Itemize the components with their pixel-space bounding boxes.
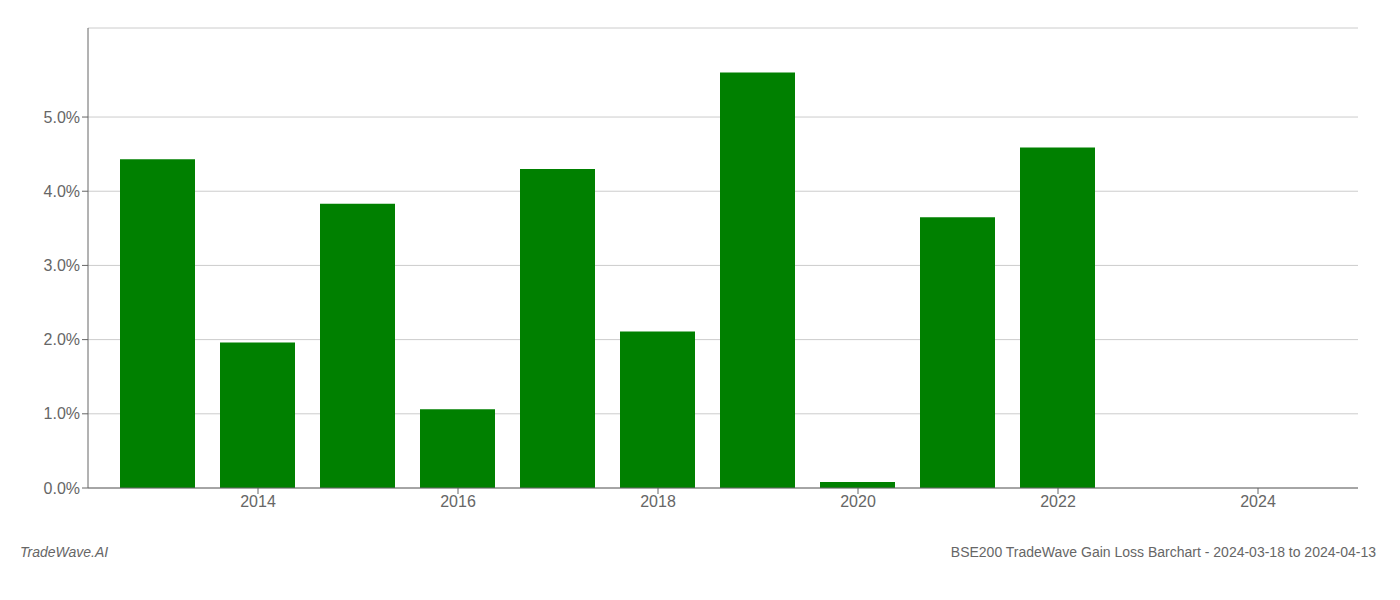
svg-text:2020: 2020 xyxy=(840,493,876,510)
html-text:TradeWave.AI: TradeWave.AI xyxy=(20,544,109,560)
svg-text:2022: 2022 xyxy=(1040,493,1076,510)
svg-text:2.0%: 2.0% xyxy=(44,331,80,348)
svg-text:2014: 2014 xyxy=(240,493,276,510)
svg-text:5.0%: 5.0% xyxy=(44,109,80,126)
svg-text:4.0%: 4.0% xyxy=(44,183,80,200)
svg-text:0.0%: 0.0% xyxy=(44,480,80,497)
svg-text:2018: 2018 xyxy=(640,493,676,510)
svg-text:2016: 2016 xyxy=(440,493,476,510)
html-text:BSE200 TradeWave Gain Loss Bar: BSE200 TradeWave Gain Loss Barchart - 20… xyxy=(950,544,1376,560)
svg-text:3.0%: 3.0% xyxy=(44,257,80,274)
svg-text:1.0%: 1.0% xyxy=(44,405,80,422)
svg-text:2024: 2024 xyxy=(1240,493,1276,510)
